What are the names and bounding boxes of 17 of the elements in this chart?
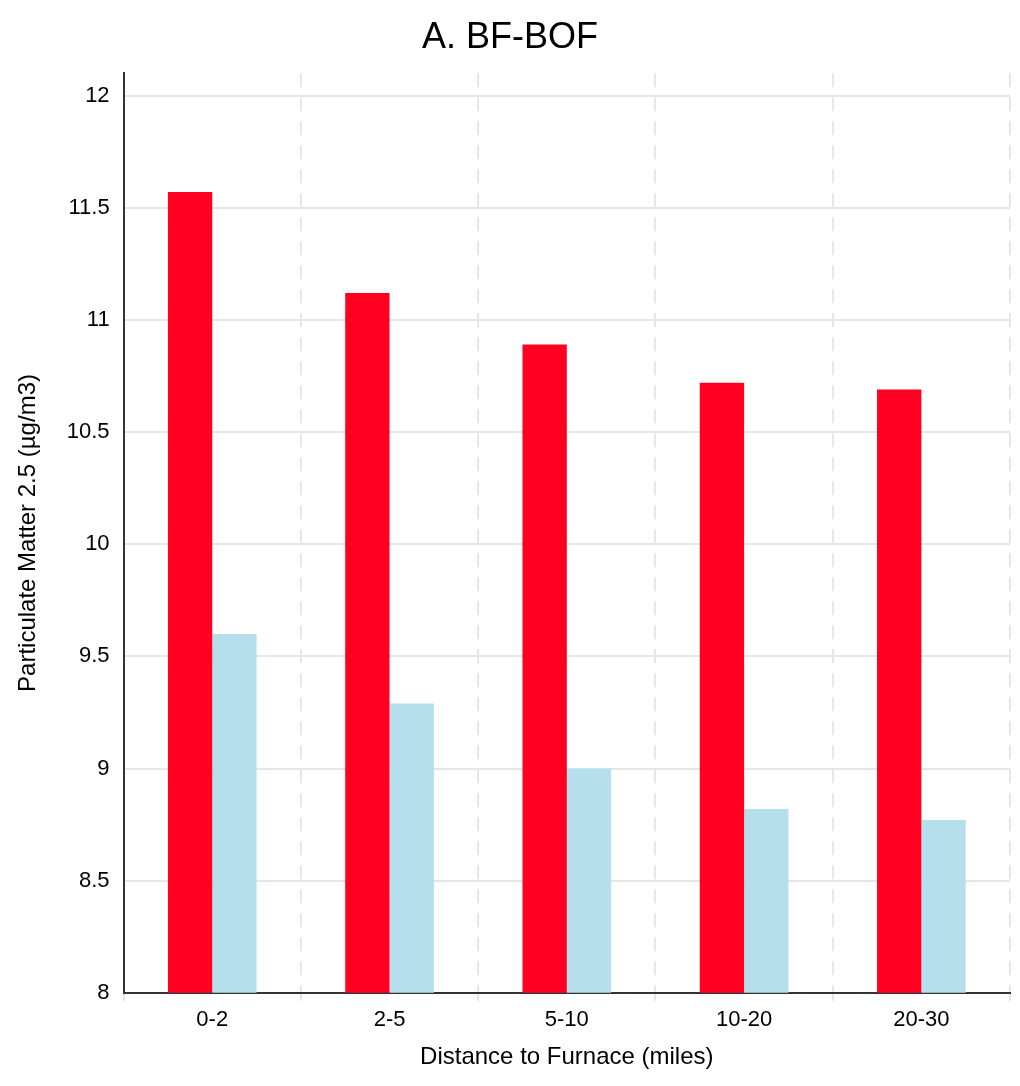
x-tick-label: 2-5 [373, 1006, 406, 1032]
y-tick-label: 10.5 [66, 418, 110, 444]
y-tick-label: 12 [85, 81, 110, 107]
y-tick-label: 8.5 [79, 866, 110, 892]
y-tick-label: 9 [97, 754, 110, 780]
chart-title: A. BF-BOF [421, 14, 599, 56]
y-axis-title: Particulate Matter 2.5 (µg/m3) [13, 374, 41, 692]
x-axis-title: Distance to Furnace (miles) [420, 1042, 714, 1070]
y-tick-label: 9.5 [79, 642, 110, 668]
x-tick-label: 0-2 [196, 1006, 229, 1032]
y-tick-label: 11 [86, 305, 110, 331]
x-tick-label: 5-10 [544, 1006, 589, 1032]
y-tick-label: 10 [85, 530, 110, 556]
y-tick-label: 11.5 [68, 193, 110, 219]
x-tick-label: 20-30 [893, 1006, 950, 1032]
x-tick-label: 10-20 [715, 1006, 773, 1032]
y-tick-label: 8 [97, 978, 110, 1004]
